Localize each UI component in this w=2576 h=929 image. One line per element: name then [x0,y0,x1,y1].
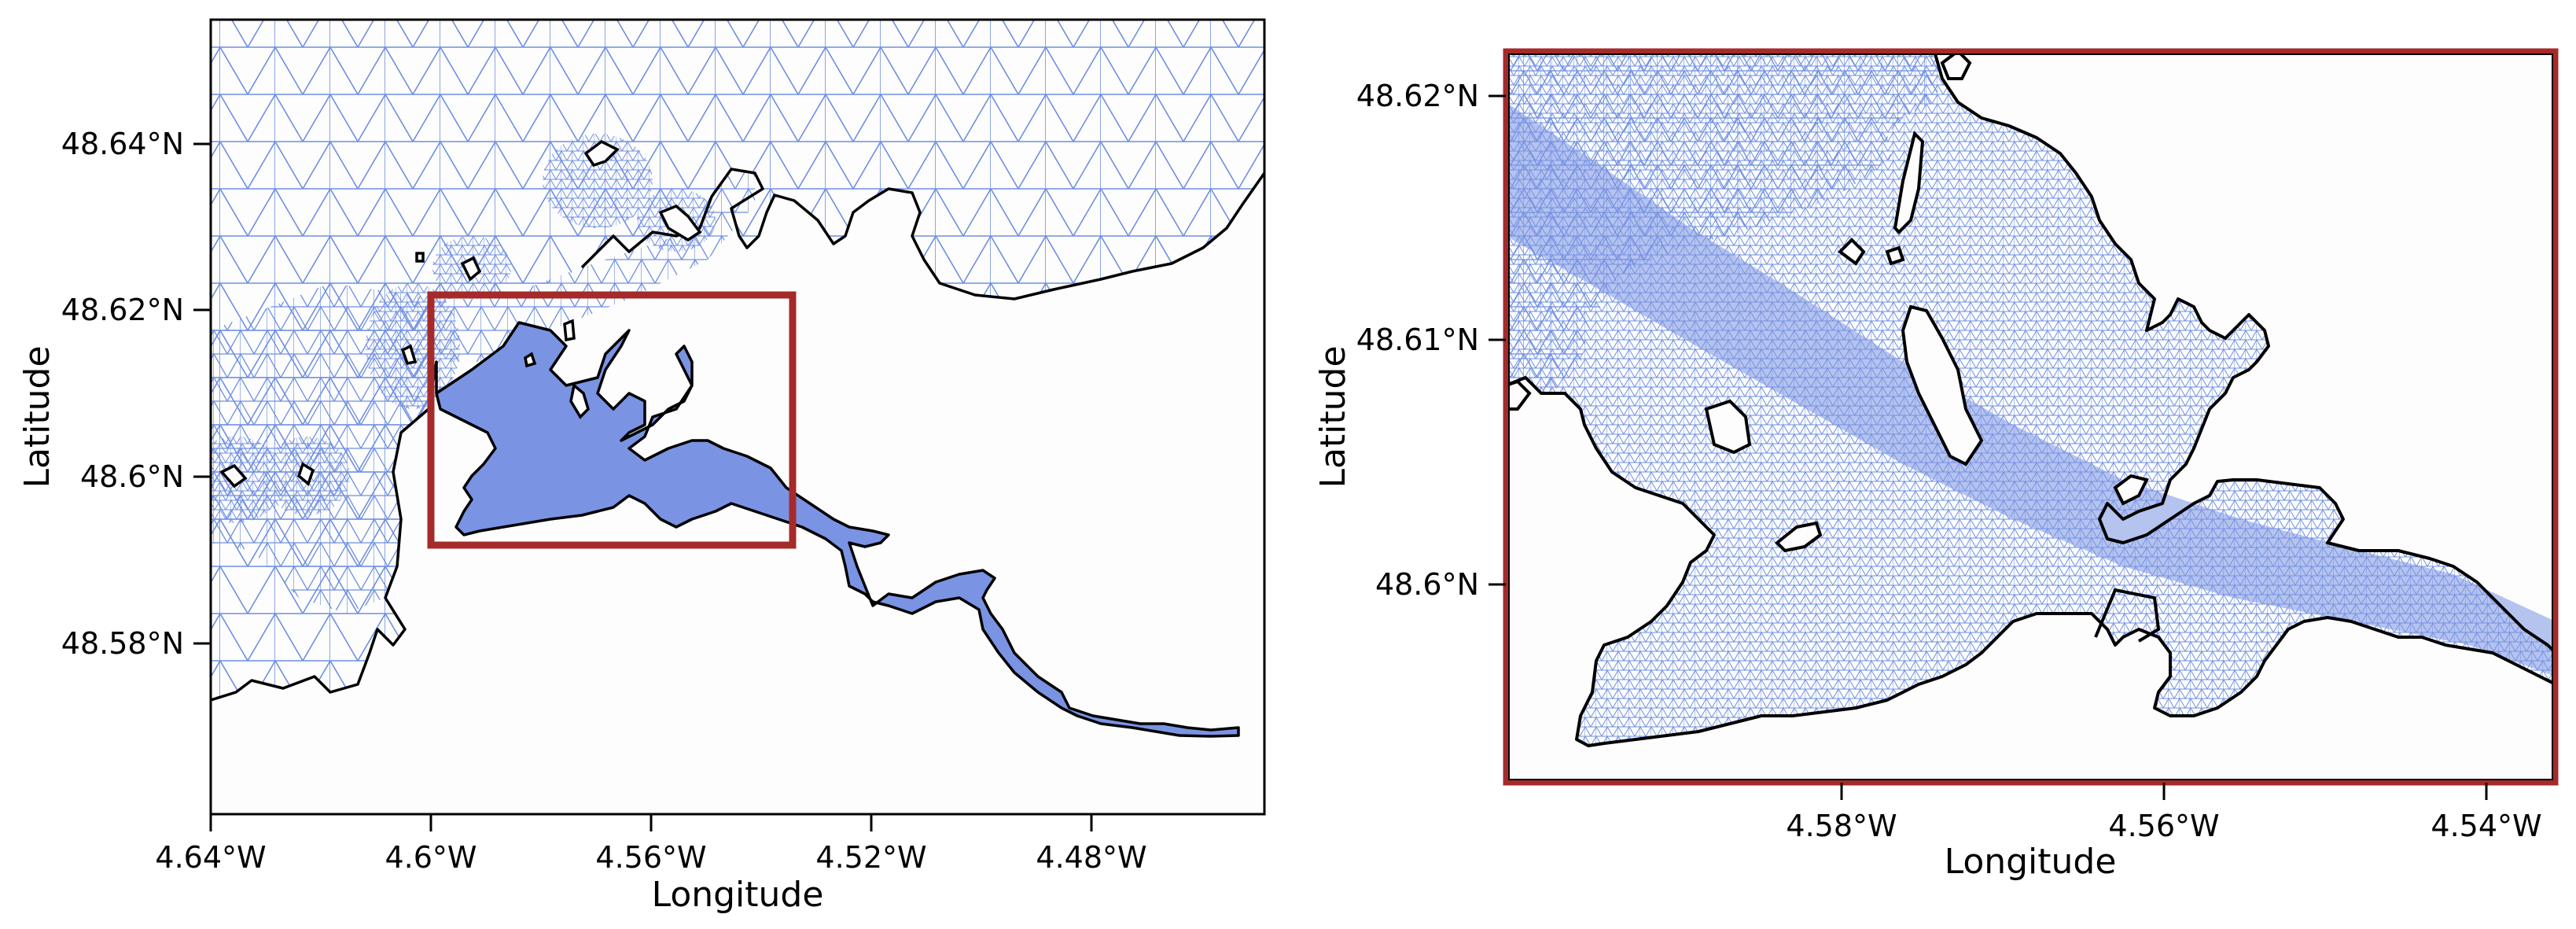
left-map-island [415,252,425,263]
left-map-island [569,382,590,419]
right-map-frame-inner [1508,53,2553,780]
right-map-xtick-label: 4.54°W [2431,809,2541,843]
right-map-panel: 4.58°W 4.56°W 4.54°W 48.62°N 48.61°N 48.6°N L… [1313,48,2559,882]
right-map-ylabel: Latitude [1313,345,1353,488]
left-map-xtick-label: 4.52°W [815,840,926,875]
right-map-island [1901,304,1984,466]
right-map-structure [2094,588,2161,643]
right-map-island [1893,131,1925,234]
right-map-island [1704,399,1752,455]
left-map-ticks: 4.64°W 4.6°W 4.56°W 4.52°W 4.48°W 48.64°N 48.6… [61,127,1147,875]
left-map-nearshore-mesh [211,169,755,614]
left-map-island [583,139,620,168]
left-map-island [524,352,537,368]
left-map-island [400,344,418,366]
left-map-xtick-label: 4.64°W [155,840,266,875]
left-map-island [219,463,248,488]
right-map-island [2113,474,2149,506]
left-map-sea-mesh [211,20,1264,700]
left-map-island [658,204,702,242]
right-map-xtick-label: 4.56°W [2108,809,2219,843]
inset-extent-box [427,291,797,549]
left-map-estuary-water [435,321,1240,738]
left-map-panel: 4.64°W 4.6°W 4.56°W 4.52°W 4.48°W 48.64°N 48.6… [17,18,1266,915]
left-map-coastline [211,360,438,702]
right-map-coastline [1933,51,2556,654]
right-map-ytick-label: 48.6°N [1375,567,1479,602]
right-map-frame [1503,48,2559,786]
right-map-island [1837,238,1866,266]
left-map-island [563,319,576,342]
left-map-ytick-label: 48.58°N [61,626,184,661]
left-map-refinement-zone [543,134,653,228]
left-map-island [460,256,482,282]
left-map-xtick-label: 4.48°W [1036,840,1146,875]
right-map-ytick-label: 48.61°N [1356,323,1479,357]
left-map-xtick-label: 4.56°W [595,840,706,875]
left-map-coastline [580,168,1264,300]
right-map-ticks: 4.58°W 4.56°W 4.54°W 48.62°N 48.61°N 48.6°N [1356,79,2542,843]
right-map-island [1775,521,1823,553]
left-map-ytick-label: 48.64°N [61,127,184,161]
right-map-xtick-label: 4.58°W [1786,809,1897,843]
left-map-xlabel: Longitude [652,875,824,915]
right-map-ytick-label: 48.62°N [1356,79,1479,113]
right-map-island [1885,245,1905,266]
left-map-ytick-label: 48.62°N [61,293,184,327]
right-map-island [1506,379,1532,411]
left-map-refinement-zone [211,437,283,523]
right-map-xlabel: Longitude [1945,842,2117,882]
left-map-frame [209,18,1266,816]
right-map-coastline [1506,376,2556,747]
left-map-island [296,462,315,486]
left-map-xtick-label: 4.6°W [385,840,477,875]
left-map-ylabel: Latitude [17,345,57,488]
left-map-ytick-label: 48.6°N [80,459,184,494]
right-map-channel [1506,102,2556,676]
